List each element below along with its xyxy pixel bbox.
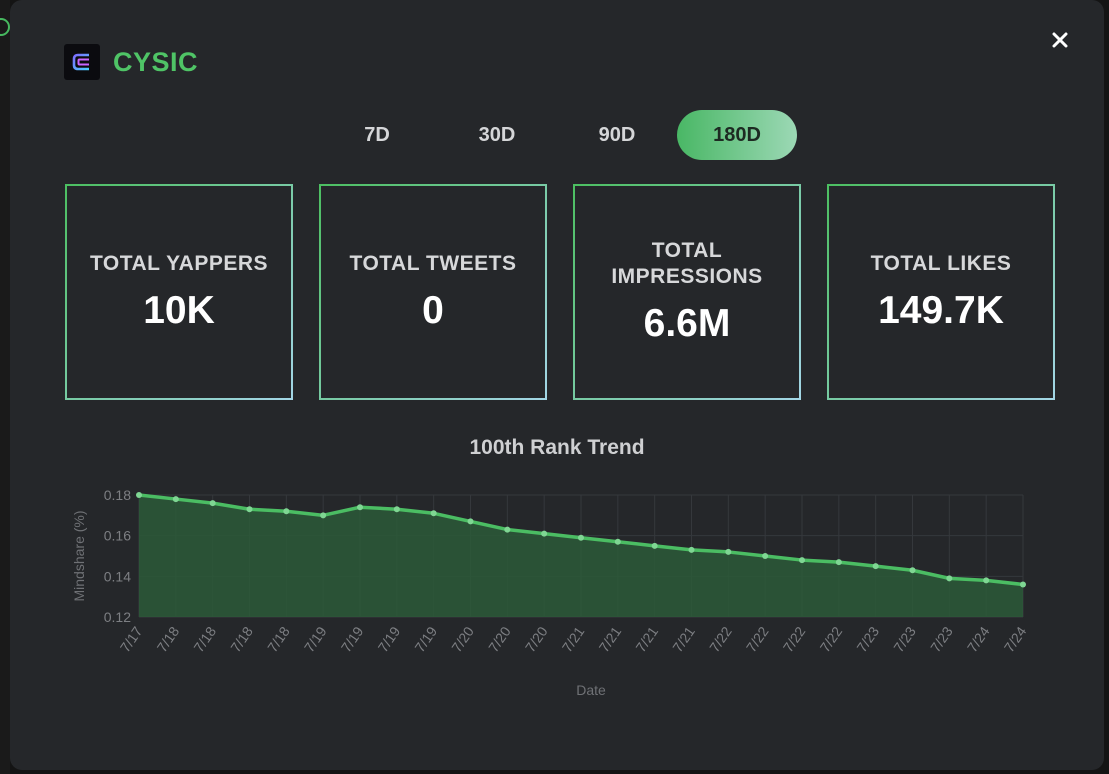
modal-header: CYSIC — [64, 44, 198, 80]
data-point — [688, 546, 695, 553]
x-tick-label: 7/18 — [227, 623, 256, 655]
x-tick-label: 7/24 — [1001, 623, 1030, 655]
stat-value: 0 — [422, 289, 444, 332]
stats-row: TOTAL YAPPERS 10K TOTAL TWEETS 0 TOTAL I… — [65, 184, 1055, 400]
x-tick-label: 7/18 — [154, 623, 183, 655]
data-point — [946, 575, 953, 582]
x-tick-label: 7/21 — [669, 623, 698, 655]
time-range-tabs: 7D 30D 90D 180D — [10, 110, 1104, 160]
stat-card-impressions: TOTAL IMPRESSIONS 6.6M — [573, 184, 801, 400]
data-point — [467, 518, 474, 525]
x-tick-label: 7/23 — [853, 623, 882, 655]
x-tick-label: 7/23 — [890, 623, 919, 655]
data-point — [357, 504, 363, 511]
backdrop — [0, 0, 10, 774]
y-tick-label: 0.14 — [104, 568, 131, 584]
chart-title: 100th Rank Trend — [469, 436, 645, 459]
close-button[interactable] — [1046, 26, 1074, 54]
data-point — [983, 577, 990, 584]
stat-label: TOTAL TWEETS — [349, 252, 517, 275]
stat-label: TOTAL LIKES — [870, 252, 1012, 275]
x-tick-label: 7/19 — [301, 623, 330, 655]
x-tick-label: 7/20 — [522, 623, 551, 655]
tab-30d[interactable]: 30D — [478, 123, 516, 146]
x-tick-label: 7/22 — [780, 623, 809, 655]
stat-value: 6.6M — [643, 302, 731, 345]
x-tick-label: 7/21 — [632, 623, 661, 655]
data-point — [283, 508, 290, 515]
data-point — [1020, 581, 1026, 588]
x-tick-label: 7/22 — [706, 623, 735, 655]
close-icon — [1052, 32, 1068, 48]
rank-trend-chart: 0.120.140.160.187/17 7/18 7/18 7/18 7/18 7/19… — [71, 487, 1030, 698]
data-point — [172, 496, 179, 503]
x-tick-label: 7/22 — [817, 623, 846, 655]
cysic-logo-icon — [64, 44, 100, 80]
modal-title: CYSIC — [113, 46, 199, 77]
x-tick-label: 7/19 — [411, 623, 440, 655]
x-tick-label: 7/18 — [190, 623, 219, 655]
backdrop-ring-icon — [0, 18, 10, 36]
data-point — [393, 506, 400, 513]
x-tick-label: 7/22 — [743, 623, 772, 655]
x-tick-label: 7/17 — [117, 623, 146, 655]
x-tick-label: 7/20 — [448, 623, 477, 655]
data-point — [136, 492, 142, 498]
x-tick-label: 7/21 — [559, 623, 588, 655]
data-point — [725, 548, 732, 555]
stat-value: 149.7K — [878, 289, 1004, 332]
tab-7d[interactable]: 7D — [364, 123, 390, 146]
data-point — [762, 553, 769, 559]
y-tick-label: 0.12 — [104, 609, 131, 625]
data-point — [614, 538, 621, 545]
data-point — [541, 530, 548, 537]
y-axis-title: Mindshare (%) — [71, 510, 87, 601]
area-fill — [139, 495, 1023, 617]
stat-label: TOTAL YAPPERS — [89, 252, 269, 275]
data-point — [504, 526, 511, 533]
x-tick-label: 7/23 — [927, 623, 956, 655]
data-point — [246, 506, 253, 513]
stat-card-likes: TOTAL LIKES 149.7K — [827, 184, 1055, 400]
token-detail-modal: CYSIC 7D 30D 90D 180D TOTAL YAPPERS 10K … — [10, 0, 1104, 770]
data-point — [872, 563, 879, 570]
x-tick-label: 7/21 — [596, 623, 625, 655]
x-tick-label: 7/19 — [375, 623, 404, 655]
data-point — [320, 512, 327, 519]
data-point — [430, 510, 437, 517]
data-point — [835, 559, 842, 566]
y-tick-label: 0.16 — [104, 528, 131, 544]
stat-card-yappers: TOTAL YAPPERS 10K — [65, 184, 293, 400]
x-tick-label: 7/24 — [964, 623, 993, 655]
x-axis-title: Date — [576, 682, 606, 698]
data-point — [909, 567, 916, 574]
data-point — [651, 542, 658, 549]
data-point — [799, 557, 805, 564]
x-tick-label: 7/18 — [264, 623, 293, 655]
stat-value: 10K — [143, 289, 215, 332]
y-tick-label: 0.18 — [104, 487, 131, 503]
tab-90d[interactable]: 90D — [598, 123, 636, 146]
x-tick-label: 7/20 — [485, 623, 514, 655]
data-point — [578, 534, 584, 541]
x-tick-label: 7/19 — [338, 623, 367, 655]
stat-card-tweets: TOTAL TWEETS 0 — [319, 184, 547, 400]
tab-180d[interactable]: 180D — [677, 110, 797, 160]
data-point — [209, 500, 216, 507]
stat-label: TOTAL IMPRESSIONS — [611, 239, 763, 288]
